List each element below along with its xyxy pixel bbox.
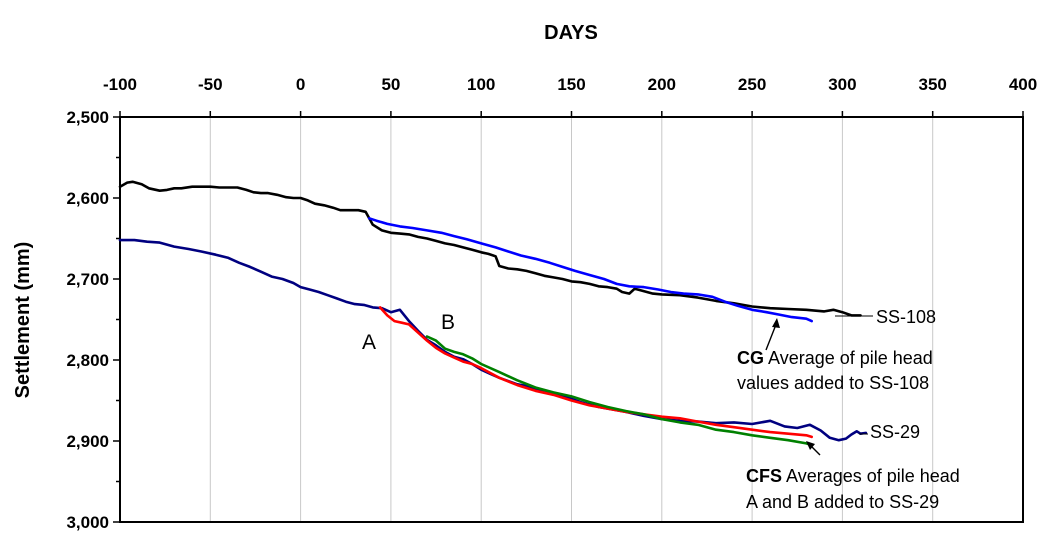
cg-note-text: Average of pile head bbox=[764, 348, 933, 368]
x-tick-label: 200 bbox=[648, 75, 676, 94]
series-line-0 bbox=[118, 180, 862, 317]
cg-arrowhead bbox=[772, 318, 780, 328]
x-tick-label: 150 bbox=[557, 75, 585, 94]
y-tick-label: 2,500 bbox=[66, 108, 109, 127]
y-tick-label: 2,800 bbox=[66, 351, 109, 370]
series-line-2 bbox=[118, 238, 868, 442]
axis-ticks bbox=[113, 111, 1024, 523]
y-tick-label: 2,700 bbox=[66, 270, 109, 289]
ss29-label: SS-29 bbox=[870, 422, 920, 442]
series-line-4 bbox=[425, 335, 814, 447]
x-tick-label: 50 bbox=[381, 75, 400, 94]
y-tick-label: 3,000 bbox=[66, 513, 109, 532]
vertical-gridlines bbox=[209, 117, 934, 522]
x-tick-label: 400 bbox=[1009, 75, 1037, 94]
data-series bbox=[118, 180, 868, 447]
x-axis-title: DAYS bbox=[544, 22, 598, 44]
cg-note-line2: values added to SS-108 bbox=[737, 373, 929, 393]
x-tick-label: -50 bbox=[198, 75, 223, 94]
series-line-3 bbox=[378, 306, 814, 439]
cfs-note-line2: A and B added to SS-29 bbox=[746, 492, 939, 512]
ss108-label: SS-108 bbox=[876, 307, 936, 327]
y-tick-labels: 2,500 2,600 2,700 2,800 2,900 3,000 bbox=[66, 108, 109, 532]
cfs-note-line1: CFS Averages of pile head bbox=[746, 466, 960, 486]
cfs-note-bold: CFS bbox=[746, 466, 782, 486]
x-tick-label: -100 bbox=[103, 75, 137, 94]
label-a: A bbox=[362, 331, 376, 354]
x-tick-labels: -100 -50 0 50 100 150 200 250 300 350 400 bbox=[103, 75, 1037, 94]
cg-note-bold: CG bbox=[737, 348, 764, 368]
x-tick-label: 100 bbox=[467, 75, 495, 94]
x-tick-label: 250 bbox=[738, 75, 766, 94]
series-line-1 bbox=[367, 217, 814, 323]
y-axis-title: Settlement (mm) bbox=[12, 242, 34, 399]
y-tick-label: 2,900 bbox=[66, 432, 109, 451]
x-tick-label: 300 bbox=[828, 75, 856, 94]
x-tick-label: 0 bbox=[296, 75, 305, 94]
label-b: B bbox=[441, 311, 455, 334]
cg-note-line1: CG Average of pile head bbox=[737, 348, 933, 368]
y-tick-label: 2,600 bbox=[66, 189, 109, 208]
x-tick-label: 350 bbox=[919, 75, 947, 94]
cfs-arrowhead bbox=[806, 441, 815, 450]
cfs-note-text: Averages of pile head bbox=[782, 466, 960, 486]
